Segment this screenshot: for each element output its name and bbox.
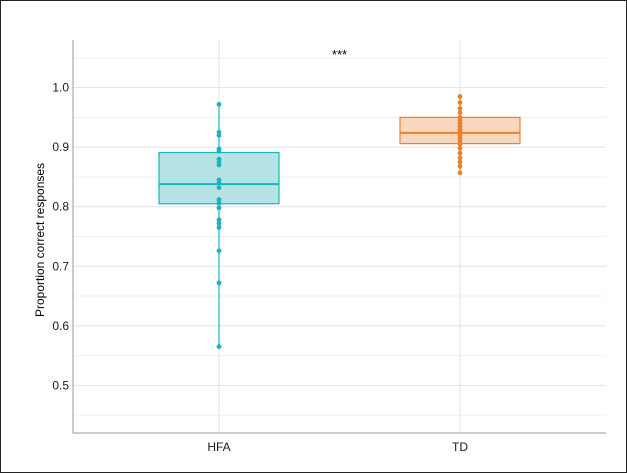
data-point [216,180,222,186]
data-point [457,110,463,116]
grid-lines [73,40,606,433]
data-point [216,248,222,254]
axes [72,40,606,434]
data-point [216,132,222,138]
data-point [457,145,463,151]
data-point [216,280,222,286]
y-tick-label: 0.8 [52,200,69,214]
y-tick-label: 0.7 [52,259,69,273]
data-point [216,162,222,168]
data-point [457,100,463,105]
x-tick-label: HFA [207,440,230,454]
data-point [216,221,222,226]
data-point [216,205,222,211]
point-layer [216,94,463,350]
data-point [216,101,222,107]
data-point [216,148,222,154]
data-point [216,344,222,350]
data-point [457,159,463,165]
data-point [216,217,222,223]
box-layer [158,96,521,347]
data-point [457,170,463,176]
y-axis-title: Proportion correct responses [33,163,47,317]
data-point [216,185,222,191]
data-point [457,94,463,99]
data-point [457,150,463,156]
data-point [457,141,463,147]
y-tick-label: 0.5 [52,378,69,392]
data-point [457,155,463,161]
data-point [216,225,222,230]
data-point [216,200,222,206]
y-tick-label: 0.6 [52,319,69,333]
y-tick-label: 0.9 [52,140,69,154]
significance-annotation: *** [332,47,347,62]
data-point [457,106,463,111]
y-tick-label: 1.0 [52,81,69,95]
x-tick-label: TD [452,440,468,454]
data-point [457,163,463,169]
text-layer: Proportion correct responses 0.5 0.6 0.7 0.… [33,47,468,454]
data-point [216,197,222,202]
